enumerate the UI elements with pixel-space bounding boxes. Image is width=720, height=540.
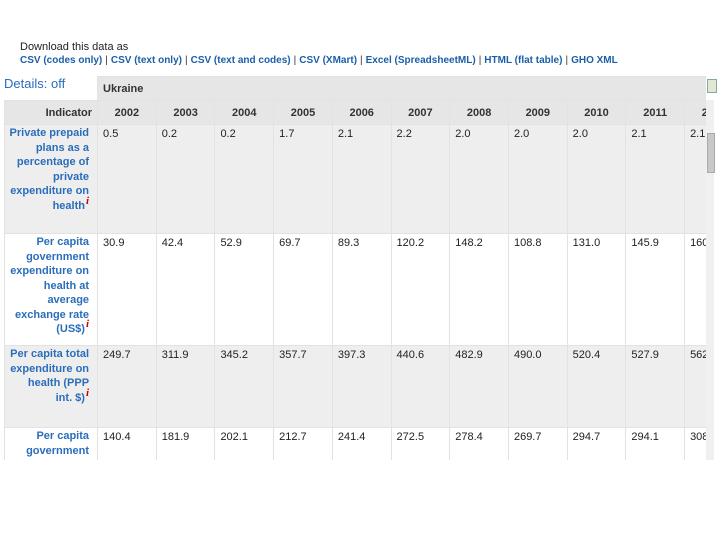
value-cell: 2.0	[566, 124, 627, 234]
value-cell: 249.7	[97, 345, 157, 428]
value-cell: 2.2	[390, 124, 451, 234]
indicator-name[interactable]: Private prepaid plans as a percentage of…	[9, 127, 90, 212]
value-cell: 30.9	[97, 233, 157, 346]
data-row: Per capita total expenditure on health (…	[4, 345, 706, 428]
download-link[interactable]: CSV (text and codes)	[190, 55, 291, 66]
separator: |	[105, 55, 108, 66]
separator: |	[565, 55, 569, 66]
indicator-cell: Per capita total expenditure on health (…	[4, 345, 99, 428]
year-header[interactable]: 2007	[390, 100, 451, 125]
year-header[interactable]: 2004	[214, 100, 275, 125]
value-cell: 42.4	[155, 233, 216, 346]
value-cell: 241.4	[331, 427, 392, 460]
separator: |	[478, 55, 482, 66]
year-header[interactable]: 2011	[625, 100, 686, 125]
data-table: Ukraine Indicator 2002 2003 2004 2005 2006 2007…	[4, 76, 706, 460]
table-container: Ukraine Indicator 2002 2003 2004 2005 2006 2007…	[4, 76, 706, 460]
value-cell: 108.8	[507, 233, 568, 346]
year-header[interactable]: 2002	[97, 100, 157, 125]
indicator-name[interactable]: Per capita government expenditure on hea…	[10, 236, 90, 335]
year-header[interactable]: 2006	[331, 100, 392, 125]
download-link[interactable]: CSV (XMart)	[299, 55, 358, 66]
download-links: CSV (codes only) | CSV (text only) | CSV (te…	[20, 55, 618, 66]
value-cell: 2.0	[507, 124, 568, 234]
value-cell: 562.0	[684, 345, 706, 428]
download-label: Download this data as	[20, 41, 129, 53]
info-marker[interactable]: i	[85, 194, 90, 207]
value-cell: 278.4	[449, 427, 509, 460]
year-header[interactable]: 2005	[273, 100, 333, 125]
indicator-header: Indicator	[4, 100, 99, 125]
corner-cell	[4, 76, 98, 101]
scrollbar[interactable]	[706, 100, 714, 460]
value-cell: 272.5	[390, 427, 451, 460]
scrollbar-thumb[interactable]	[707, 133, 715, 173]
value-cell: 160.0	[684, 233, 706, 346]
value-cell: 212.7	[273, 427, 333, 460]
download-link[interactable]: CSV (text only)	[110, 55, 182, 66]
value-cell: 148.2	[449, 233, 509, 346]
value-cell: 120.2	[390, 233, 451, 346]
value-cell: 345.2	[214, 345, 275, 428]
details-toggle[interactable]: Details: off	[4, 76, 66, 91]
download-link[interactable]: Excel (SpreadsheetML)	[365, 55, 476, 66]
download-link[interactable]: CSV (codes only)	[20, 55, 103, 66]
year-header[interactable]: 2010	[566, 100, 627, 125]
value-cell: 311.9	[155, 345, 216, 428]
value-cell: 181.9	[155, 427, 216, 460]
value-cell: 440.6	[390, 345, 451, 428]
info-marker[interactable]: i	[85, 318, 90, 330]
value-cell: 490.0	[507, 345, 568, 428]
year-header[interactable]: 2003	[155, 100, 216, 125]
country-header: Ukraine	[97, 76, 706, 101]
indicator-cell: Per capita government	[4, 427, 99, 460]
value-cell: 0.2	[214, 124, 275, 234]
value-cell: 69.7	[273, 233, 333, 346]
value-cell: 1.7	[273, 124, 333, 234]
value-cell: 52.9	[214, 233, 275, 346]
indicator-cell: Per capita government expenditure on hea…	[4, 233, 99, 346]
expand-icon[interactable]	[707, 79, 717, 93]
year-header[interactable]: 2008	[449, 100, 509, 125]
value-cell: 140.4	[97, 427, 157, 460]
data-row: Per capita government 140.4 181.9 202.1 212.…	[4, 427, 706, 460]
data-row: Per capita government expenditure on hea…	[4, 233, 706, 346]
value-cell: 294.1	[625, 427, 686, 460]
value-cell: 131.0	[566, 233, 627, 346]
value-cell: 482.9	[449, 345, 509, 428]
download-link[interactable]: HTML (flat table)	[484, 55, 563, 66]
value-cell: 89.3	[331, 233, 392, 346]
value-cell: 527.9	[625, 345, 686, 428]
value-cell: 0.2	[155, 124, 216, 234]
year-row: Indicator 2002 2003 2004 2005 2006 2007 2008 200…	[4, 100, 706, 125]
value-cell: 520.4	[566, 345, 627, 428]
value-cell: 357.7	[273, 345, 333, 428]
value-cell: 397.3	[331, 345, 392, 428]
separator: |	[360, 55, 363, 66]
value-cell: 294.7	[566, 427, 627, 460]
value-cell: 202.1	[214, 427, 275, 460]
value-cell: 2.0	[449, 124, 509, 234]
separator: |	[293, 55, 297, 66]
info-marker[interactable]: i	[85, 386, 90, 399]
value-cell: 2.1	[625, 124, 686, 234]
data-row: Private prepaid plans as a percentage of…	[4, 124, 706, 234]
value-cell: 269.7	[507, 427, 568, 460]
year-header[interactable]: 2009	[507, 100, 568, 125]
year-header[interactable]: 2012	[684, 100, 706, 125]
value-cell: 145.9	[625, 233, 686, 346]
header-row: Ukraine	[4, 76, 706, 101]
indicator-cell: Private prepaid plans as a percentage of…	[4, 124, 99, 234]
value-cell: 0.5	[97, 124, 157, 234]
indicator-name[interactable]: Per capita total expenditure on health (…	[10, 348, 90, 404]
value-cell: 2.1	[684, 124, 706, 234]
value-cell: 2.1	[331, 124, 392, 234]
value-cell: 308.3	[684, 427, 706, 460]
separator: |	[184, 55, 188, 66]
indicator-name[interactable]: Per capita government	[26, 430, 90, 457]
download-link[interactable]: GHO XML	[571, 55, 618, 66]
